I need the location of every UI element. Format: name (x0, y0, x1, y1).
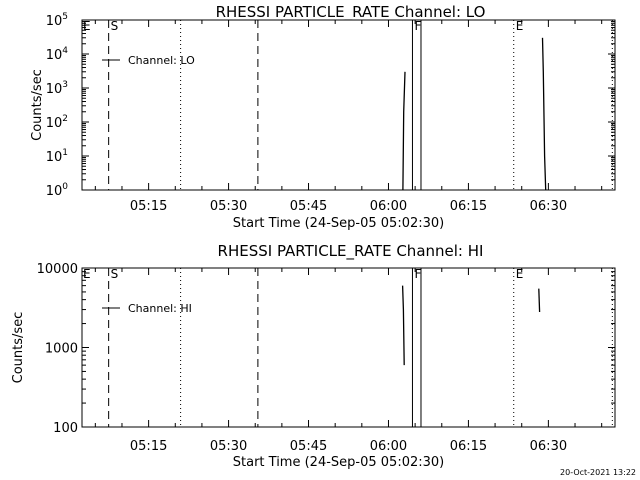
x-tick-label: 06:30 (530, 199, 567, 214)
series-line-segment (538, 288, 541, 313)
y-tick-label: 105 (46, 12, 68, 29)
y-tick-label: 1000 (45, 342, 78, 357)
x-tick-label: 05:30 (210, 199, 247, 214)
x-tick-label: 05:15 (130, 199, 167, 214)
panel-lo: RHESSI PARTICLE_RATE Channel: LO Start Ti… (30, 3, 616, 231)
y-tick-label: 100 (53, 421, 78, 436)
x-axis-label: Start Time (24-Sep-05 05:02:30) (233, 216, 444, 231)
y-tick-label: 104 (46, 46, 69, 63)
event-marker-label: S (111, 19, 119, 33)
x-axis-label: Start Time (24-Sep-05 05:02:30) (233, 455, 444, 470)
legend-label: Channel: HI (128, 302, 192, 315)
event-marker-label: E (516, 19, 524, 33)
x-tick-label: 05:45 (290, 199, 327, 214)
corner-label: E (83, 267, 91, 281)
event-marker-label: E (516, 267, 524, 281)
chart-title: RHESSI PARTICLE_RATE Channel: HI (218, 242, 484, 261)
series-line-segment (402, 71, 406, 191)
chart-title: RHESSI PARTICLE_RATE Channel: LO (216, 3, 486, 22)
plot-frame (81, 19, 616, 191)
timestamp-label: 20-Oct-2021 13:22 (560, 468, 636, 477)
y-tick-label: 10000 (37, 262, 78, 277)
legend-label: Channel: LO (128, 54, 195, 67)
y-tick-label: 101 (46, 148, 68, 165)
x-tick-label: 06:00 (370, 439, 407, 454)
y-axis-label: Counts/sec (30, 69, 45, 141)
x-tick-label: 06:15 (450, 199, 487, 214)
series-line-segment (541, 37, 547, 191)
x-tick-label: 05:45 (290, 439, 327, 454)
x-tick-label: 05:15 (130, 439, 167, 454)
corner-label: E (83, 19, 91, 33)
plot-frame (81, 267, 616, 428)
panel-hi: RHESSI PARTICLE_RATE Channel: HI Start Ti… (11, 242, 616, 470)
event-marker-label: F (414, 19, 421, 33)
y-tick-label: 102 (46, 114, 68, 131)
x-tick-label: 05:30 (210, 439, 247, 454)
y-tick-label: 100 (46, 182, 69, 199)
event-marker-label: S (111, 267, 119, 281)
series-line-segment (401, 285, 405, 366)
x-tick-label: 06:30 (530, 439, 567, 454)
event-marker-label: F (414, 267, 421, 281)
x-tick-label: 06:00 (370, 199, 407, 214)
x-tick-label: 06:15 (450, 439, 487, 454)
y-tick-label: 103 (46, 80, 68, 97)
y-axis-label: Counts/sec (11, 312, 26, 384)
